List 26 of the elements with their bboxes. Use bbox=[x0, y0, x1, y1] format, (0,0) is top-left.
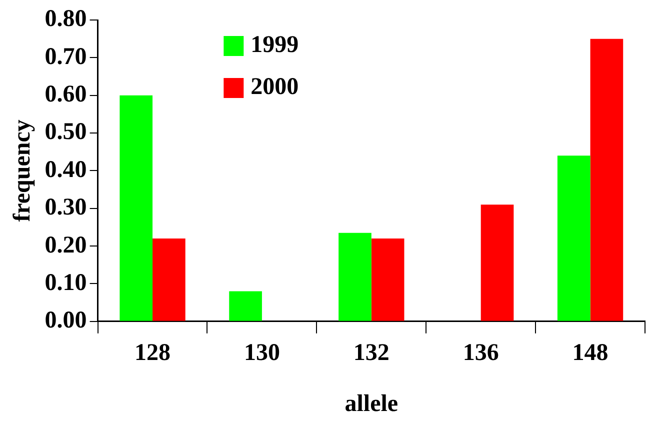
x-tick-label: 136 bbox=[462, 340, 499, 366]
y-tick-label: 0.10 bbox=[44, 270, 87, 296]
y-tick-label: 0.40 bbox=[44, 156, 87, 183]
y-tick-label: 0.30 bbox=[44, 194, 87, 221]
y-tick-label: 0.50 bbox=[44, 119, 87, 146]
bar bbox=[338, 232, 372, 321]
y-axis-title: frequency bbox=[10, 120, 36, 222]
x-tick-label: 148 bbox=[572, 340, 608, 366]
y-tick-label: 0.70 bbox=[44, 44, 87, 70]
bar bbox=[152, 238, 186, 321]
y-tick-label: 0.00 bbox=[44, 308, 87, 334]
legend-label: 1999 bbox=[250, 32, 299, 58]
bar bbox=[229, 291, 262, 321]
x-tick-label: 128 bbox=[134, 340, 171, 366]
bar bbox=[590, 38, 624, 321]
x-axis-title: allele bbox=[344, 390, 398, 417]
y-tick-label: 0.60 bbox=[44, 82, 87, 108]
legend-label: 2000 bbox=[250, 74, 299, 100]
x-tick-label: 132 bbox=[353, 340, 390, 366]
y-tick-label: 0.80 bbox=[44, 6, 87, 32]
bar bbox=[371, 238, 404, 321]
bar bbox=[480, 204, 514, 321]
y-tick-label: 0.20 bbox=[44, 232, 87, 258]
bar bbox=[557, 156, 590, 321]
bar bbox=[120, 95, 153, 321]
x-tick-label: 130 bbox=[244, 340, 280, 366]
